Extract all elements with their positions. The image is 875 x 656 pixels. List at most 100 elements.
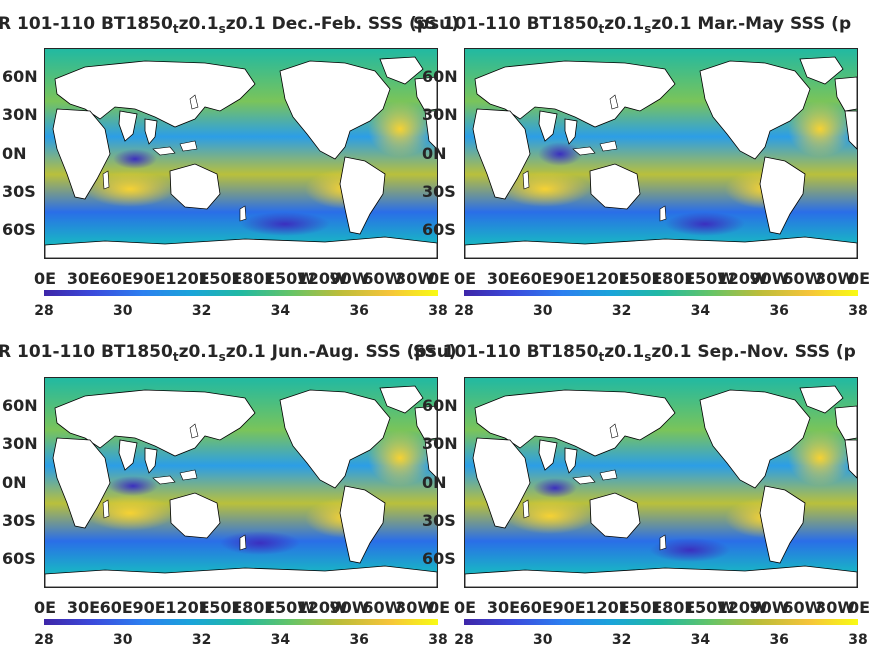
title-part: z0.1 Mar.-May SSS (p — [651, 14, 852, 34]
title-sub: t — [598, 22, 605, 36]
lon-tick-label: 30W — [815, 598, 856, 617]
panel-title: R 101-110 BT1850tz0.1sz0.1 Dec.-Feb. SSS… — [0, 14, 459, 36]
lon-tick-label: 0E — [428, 269, 451, 288]
lon-tick-label: 60W — [782, 598, 823, 617]
title-sub: t — [172, 350, 179, 364]
colorbar — [464, 619, 858, 625]
map-plot — [465, 49, 857, 258]
lat-tick-label: 60N — [2, 396, 38, 415]
lon-tick-label: 90W — [749, 269, 790, 288]
colorbar-tick-label: 36 — [349, 632, 369, 648]
title-sub: s — [218, 350, 226, 364]
title-part: SS 101-110 BT1850 — [413, 342, 599, 362]
lon-tick-label: 60W — [362, 269, 403, 288]
lat-tick-label: 0N — [422, 144, 447, 163]
colorbar-tick-label: 32 — [191, 632, 212, 648]
lon-tick-label: 0E — [34, 598, 57, 617]
lat-tick-label: 30N — [422, 434, 458, 453]
lon-tick-label: 0E — [848, 269, 871, 288]
lon-tick-label: 120E — [165, 598, 210, 617]
title-sub: s — [644, 350, 652, 364]
lon-tick-label: 0E — [428, 598, 451, 617]
colorbar-tick-label: 38 — [428, 303, 448, 319]
map-plot — [45, 378, 437, 587]
lat-tick-label: 30S — [422, 182, 456, 201]
colorbar-tick-label: 34 — [270, 632, 291, 648]
lat-tick-label: 60N — [2, 67, 38, 86]
salinity-map-djf — [44, 48, 438, 259]
lon-tick-label: 120W — [296, 269, 348, 288]
colorbar-tick-label: 28 — [454, 303, 474, 319]
lon-tick-label: 180E — [231, 598, 276, 617]
lat-tick-label: 0N — [2, 144, 27, 163]
colorbar-tick-label: 36 — [769, 632, 789, 648]
colorbar-tick-label: 30 — [113, 303, 133, 319]
title-part: SS 101-110 BT1850 — [413, 14, 599, 34]
colorbar-tick-label: 32 — [611, 303, 632, 319]
colorbar-tick-label: 38 — [428, 632, 448, 648]
lat-tick-label: 0N — [422, 473, 447, 492]
title-sub: s — [644, 22, 652, 36]
map-plot — [465, 378, 857, 587]
lon-tick-label: 180E — [651, 598, 696, 617]
colorbar — [464, 290, 858, 296]
lon-tick-label: 60E — [519, 269, 553, 288]
lat-tick-label: 60S — [422, 220, 456, 239]
lat-tick-label: 30N — [2, 105, 38, 124]
lon-tick-label: 90E — [132, 598, 166, 617]
colorbar-tick-label: 38 — [848, 303, 868, 319]
colorbar-tick-label: 30 — [533, 632, 553, 648]
lon-tick-label: 90E — [132, 269, 166, 288]
colorbar-tick-label: 30 — [533, 303, 553, 319]
lon-tick-label: 120E — [585, 598, 630, 617]
lat-tick-label: 60S — [2, 549, 36, 568]
lon-tick-label: 90W — [329, 598, 370, 617]
lon-tick-label: 120E — [585, 269, 630, 288]
lon-tick-label: 150E — [618, 598, 663, 617]
colorbar-tick-label: 36 — [349, 303, 369, 319]
panel-title: SS 101-110 BT1850tz0.1sz0.1 Sep.-Nov. SS… — [413, 342, 856, 364]
lon-tick-label: 120W — [716, 269, 768, 288]
lon-tick-label: 90E — [552, 269, 586, 288]
title-part: z0.1 Dec.-Feb. SSS (psu) — [225, 14, 459, 34]
title-part: z0.1 Jun.-Aug. SSS (psu) — [225, 342, 457, 362]
colorbar-tick-label: 32 — [611, 632, 632, 648]
lon-tick-label: 150E — [618, 269, 663, 288]
lon-tick-label: 90E — [552, 598, 586, 617]
salinity-map-son — [464, 377, 858, 588]
colorbar-tick-label: 30 — [113, 632, 133, 648]
lon-tick-label: 30E — [66, 269, 101, 288]
lon-tick-label: 0E — [848, 598, 871, 617]
title-part: R 101-110 BT1850 — [0, 14, 173, 34]
lat-tick-label: 60N — [422, 396, 458, 415]
lon-tick-label: 150W — [683, 598, 735, 617]
lon-tick-label: 150W — [263, 269, 315, 288]
salinity-map-jja — [44, 377, 438, 588]
lon-tick-label: 150W — [683, 269, 735, 288]
lat-tick-label: 60N — [422, 67, 458, 86]
lat-tick-label: 30S — [422, 511, 456, 530]
colorbar-tick-label: 28 — [34, 303, 54, 319]
lon-tick-label: 0E — [454, 269, 477, 288]
colorbar-tick-label: 28 — [454, 632, 474, 648]
lon-tick-label: 150W — [263, 598, 315, 617]
title-sub: t — [598, 350, 605, 364]
lon-tick-label: 60E — [99, 269, 133, 288]
title-part: z0.1 — [178, 14, 219, 34]
lat-tick-label: 30N — [2, 434, 38, 453]
lon-tick-label: 180E — [231, 269, 276, 288]
lon-tick-label: 90W — [329, 269, 370, 288]
lon-tick-label: 90W — [749, 598, 790, 617]
title-sub: s — [218, 22, 226, 36]
colorbar-tick-label: 34 — [270, 303, 291, 319]
lon-tick-label: 150E — [198, 598, 243, 617]
panel-title: R 101-110 BT1850tz0.1sz0.1 Jun.-Aug. SSS… — [0, 342, 457, 364]
map-plot — [45, 49, 437, 258]
lat-tick-label: 60S — [422, 549, 456, 568]
lat-tick-label: 30S — [2, 511, 36, 530]
lat-tick-label: 60S — [2, 220, 36, 239]
lon-tick-label: 120W — [296, 598, 348, 617]
title-part: R 101-110 BT1850 — [0, 342, 173, 362]
lat-tick-label: 0N — [2, 473, 27, 492]
title-part: z0.1 — [604, 14, 645, 34]
